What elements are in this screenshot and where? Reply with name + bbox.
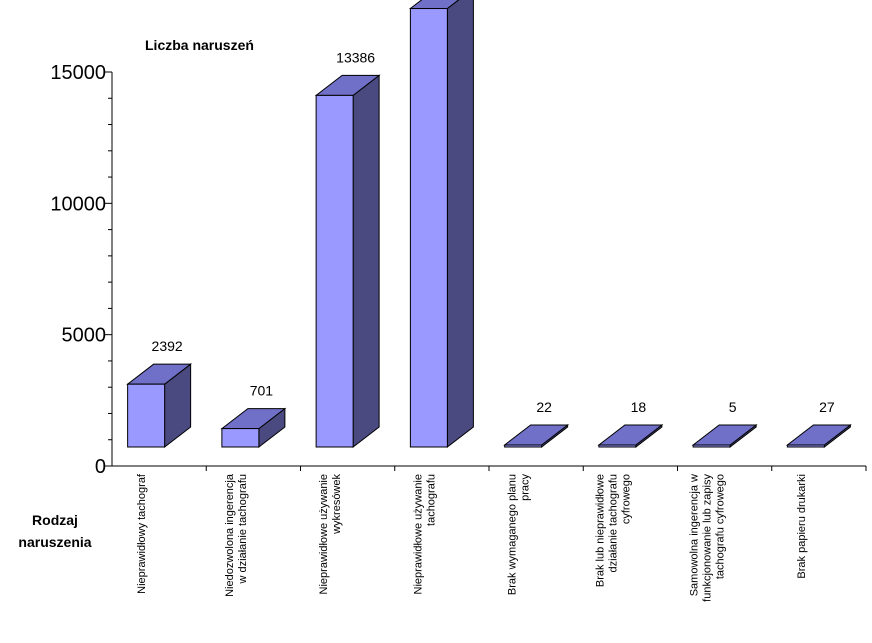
bar-front-face	[786, 444, 825, 448]
bar	[314, 74, 381, 449]
y-ticks: 0 5000 10000 15000	[50, 62, 112, 478]
category-label: Nieprawidłowy tachograf	[136, 473, 148, 594]
data-label: 13386	[336, 49, 375, 65]
bar	[691, 423, 758, 449]
bar-front-face	[409, 8, 448, 448]
y-tick-label: 5000	[62, 325, 107, 347]
bar-top-face	[785, 424, 852, 446]
bar-top-face	[691, 424, 758, 446]
category-labels: Nieprawidłowy tachograf Niedozwolona inge…	[136, 473, 808, 602]
category-label: Brak papieru drukarki	[796, 474, 808, 579]
x-axis-title: Rodzaj naruszenia	[18, 512, 91, 550]
x-axis-title-line: Rodzaj	[32, 512, 78, 528]
category-label: Brak wymaganego planupracy	[507, 474, 532, 596]
data-label: 701	[250, 383, 274, 399]
data-labels: 239270113386166932218527	[152, 49, 835, 415]
bar-front-face	[127, 383, 166, 448]
axes	[111, 72, 866, 467]
bar-front-face	[221, 428, 260, 448]
category-label: Brak lub nieprawidłowedziałanie tachogra…	[594, 474, 632, 587]
data-label: 27	[819, 399, 835, 415]
bar	[503, 423, 570, 449]
y-tick-label: 10000	[50, 193, 106, 215]
bar	[126, 363, 193, 449]
bar-front-face	[692, 444, 731, 448]
bar-top-face	[597, 424, 664, 446]
y-tick-label: 0	[95, 456, 106, 478]
bar-side-face	[446, 0, 474, 449]
category-label: Samowolna ingerencja wfunkcjonowanie lub…	[689, 474, 727, 602]
bars	[126, 0, 852, 449]
bar	[408, 0, 474, 449]
bar-front-face	[598, 444, 637, 448]
chart-title: Liczba naruszeń	[145, 37, 254, 53]
bar-side-face	[352, 74, 380, 449]
data-label: 2392	[152, 338, 183, 354]
bar	[785, 423, 852, 449]
x-ticks	[205, 466, 867, 471]
category-label: Nieprawidłowe używanietachografu	[412, 474, 437, 594]
x-axis-title-line: naruszenia	[18, 534, 91, 550]
data-label: 5	[729, 399, 737, 415]
data-label: 18	[631, 399, 647, 415]
data-label: 22	[536, 399, 552, 415]
y-tick-label: 15000	[50, 62, 106, 84]
bar	[597, 423, 664, 449]
category-label: Nieprawidłowe używaniewykresówek	[318, 474, 343, 595]
bar-front-face	[504, 444, 543, 448]
bar	[220, 407, 287, 449]
bar-top-face	[503, 424, 570, 446]
bar-front-face	[315, 94, 354, 448]
category-label: Niedozwolona ingerencjaw działanie tacho…	[224, 473, 249, 597]
